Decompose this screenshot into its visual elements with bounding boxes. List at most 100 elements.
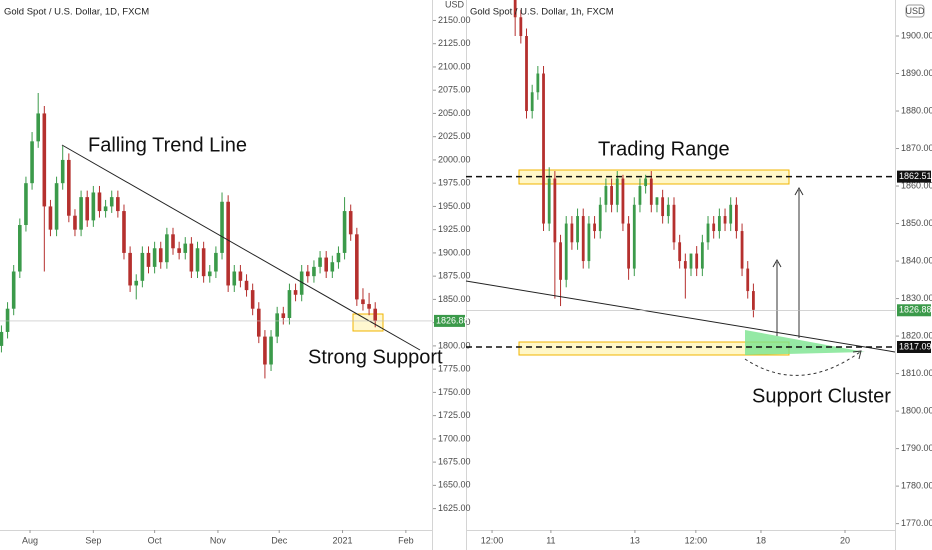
y-tick-label: 1650.00 [438,480,471,490]
candle-body [655,197,659,205]
y-tick-label: 1850.00 [438,294,471,304]
candle-body [367,304,371,309]
arrow-head [772,258,782,268]
candle-body [244,280,249,291]
x-tick-label: Feb [398,535,414,545]
y-tick-label: 1775.00 [438,364,471,374]
candle-body [97,192,102,212]
candle-body [232,271,237,286]
candle-body [695,253,699,269]
y-tick-label: 1800.00 [901,405,932,415]
candle-body [30,141,34,184]
y-tick-label: 1840.00 [901,255,932,265]
x-tick-label: 2021 [333,535,353,545]
candle-body [67,159,71,216]
x-tick-label: Oct [148,535,163,545]
currency-box [905,4,925,18]
last-price-label: 1826.88 [899,305,932,315]
x-tick-label: 13 [630,535,640,545]
candle-body [336,252,341,263]
candle-body [48,206,53,230]
level-label: 1862.51 [899,171,932,181]
candle-body [706,223,710,243]
annotation: Strong Support [308,346,443,368]
candle-body [678,242,682,262]
y-tick-label: 1870.00 [901,143,932,153]
y-tick-label: 1675.00 [438,456,471,466]
candle-body [263,336,267,365]
last-price-label: 1826.88 [436,315,469,325]
y-tick-label: 1900.00 [901,30,932,40]
candle-body [73,215,77,230]
candle-body [519,17,523,37]
level-box [897,340,931,353]
candle-body [165,234,169,263]
drawings-over [61,144,896,376]
x-tick-label: 12:00 [481,535,504,545]
candle-body [201,248,206,277]
candle-body [564,223,568,280]
candle-body [700,242,704,269]
drawings-left [352,313,384,332]
x-tick-label: 11 [546,535,555,545]
level-label: 1817.09 [899,341,932,351]
candle-body [638,186,642,205]
y-tick-label: 1750.00 [438,387,471,397]
candle-body [275,313,279,337]
candle-body [689,253,693,269]
candle-body [24,183,28,226]
x-tick-label: 18 [756,535,766,545]
candle-body [734,204,738,232]
candle-body [717,216,721,232]
candle-body [621,178,625,224]
y-tick-label: 1925.00 [438,224,471,234]
candle-body [183,243,188,253]
y-tick-label: 1770.00 [901,518,932,528]
candle-body [683,261,687,269]
candle-body [42,113,47,207]
candle-body [348,211,353,235]
candle-body [152,248,157,267]
chart-title: Gold Spot / U.S. Dollar, 1h, FXCM [470,7,614,18]
y-tick-label: 1880.00 [901,105,932,115]
candle-body [513,0,517,18]
candle-body [146,252,151,267]
level-box [897,170,931,183]
currency-label: USD [905,6,925,16]
y-tick-label: 2000.00 [438,154,471,164]
candle-body [18,225,22,272]
y-tick-label: 1810.00 [901,368,932,378]
y-tick-label: 1830.00 [901,293,932,303]
candle-body [324,257,328,272]
y-tick-label: 1625.00 [438,503,471,513]
y-tick-label: 1950.00 [438,201,471,211]
x-tick-label: Dec [271,535,288,545]
candle-body [361,299,365,305]
candle-body [587,223,591,262]
candle-body [238,271,243,281]
y-tick-label: 1975.00 [438,178,471,188]
x-tick-label: Aug [22,535,38,545]
y-tick-label: 1790.00 [901,443,932,453]
candle-body [158,248,163,263]
candle-body [250,290,255,309]
candle-body [312,266,316,277]
candle-body [729,204,733,224]
y-tick-label: 2075.00 [438,85,471,95]
candle-body [116,197,120,212]
candle-body [299,271,304,295]
candle-body [269,336,273,365]
annotation: Support Cluster [752,385,891,407]
y-tick-label: 2125.00 [438,38,471,48]
candle-body [672,204,676,243]
candle-body [220,201,224,253]
candle-body [287,290,292,318]
annotation: Falling Trend Line [88,134,247,156]
candle-body [306,271,310,277]
last-price-box [897,304,931,317]
candle-body [109,197,114,207]
candle-body [226,201,230,286]
candle-body [570,223,574,243]
candle-body [5,308,10,332]
candle-body [330,262,335,272]
